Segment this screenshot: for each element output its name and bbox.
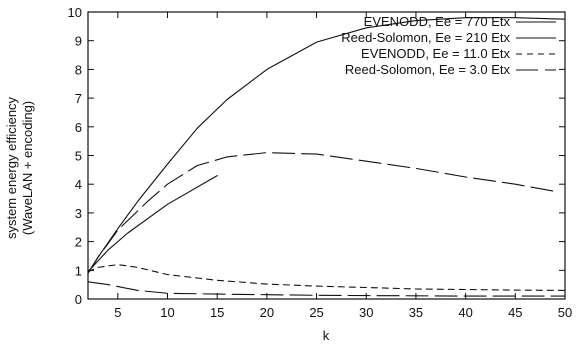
legend-label: EVENODD, Ee = 11.0 Etx bbox=[361, 46, 510, 61]
y-tick-label: 1 bbox=[75, 263, 82, 278]
series-line-1 bbox=[87, 175, 218, 273]
legend-label: Reed-Solomon, Ee = 3.0 Etx bbox=[345, 62, 511, 77]
x-tick-label: 30 bbox=[359, 305, 373, 320]
series-line-2 bbox=[87, 264, 566, 291]
x-tick-label: 25 bbox=[309, 305, 323, 320]
y-tick-label: 7 bbox=[75, 91, 82, 106]
y-tick-label: 2 bbox=[75, 235, 82, 250]
y-axis-title-line-1: system energy efficiency bbox=[4, 96, 19, 239]
x-tick-label: 15 bbox=[210, 305, 224, 320]
series-line-0 bbox=[87, 17, 566, 274]
y-tick-label: 4 bbox=[75, 177, 82, 192]
y-tick-label: 8 bbox=[75, 62, 82, 77]
y-tick-label: 3 bbox=[75, 206, 82, 221]
y-tick-label: 6 bbox=[75, 120, 82, 135]
legend-label: Reed-Solomon, Ee = 210 Etx bbox=[341, 30, 510, 45]
x-tick-label: 50 bbox=[558, 305, 572, 320]
y-axis-title-line-2: (WaveLAN + encoding) bbox=[20, 101, 35, 235]
x-tick-label: 35 bbox=[409, 305, 423, 320]
y-tick-label: 9 bbox=[75, 34, 82, 49]
y-tick-label: 5 bbox=[75, 149, 82, 164]
y-tick-label: 10 bbox=[68, 5, 82, 20]
y-tick-label: 0 bbox=[75, 292, 82, 307]
legend-label: EVENODD, Ee = 770 Etx bbox=[364, 14, 511, 29]
y-axis-title: system energy efficiency (WaveLAN + enco… bbox=[4, 96, 35, 239]
series-line-4 bbox=[87, 281, 566, 297]
x-axis-title: k bbox=[323, 328, 330, 343]
x-tick-label: 10 bbox=[160, 305, 174, 320]
series-layer bbox=[87, 17, 566, 297]
x-tick-label: 45 bbox=[508, 305, 522, 320]
x-tick-label: 20 bbox=[260, 305, 274, 320]
x-tick-label: 5 bbox=[114, 305, 121, 320]
series-line-3 bbox=[87, 152, 556, 274]
x-tick-label: 40 bbox=[458, 305, 472, 320]
